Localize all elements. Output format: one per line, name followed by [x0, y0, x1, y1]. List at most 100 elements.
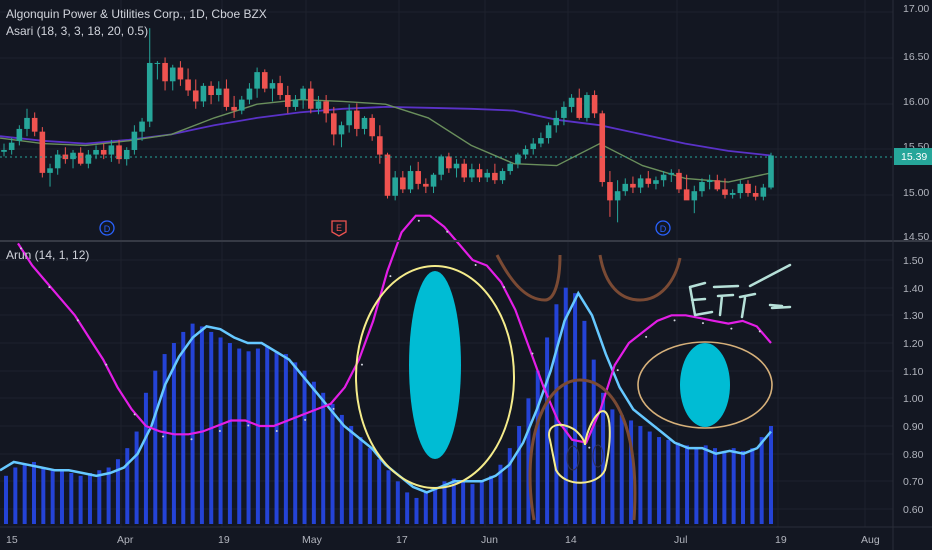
- candle-body: [31, 117, 38, 132]
- oscillator-axis[interactable]: 1.50 1.40 1.30 1.20 1.10 1.00 0.90 0.80 …: [903, 255, 924, 516]
- oscillator-bar: [78, 475, 83, 524]
- drawing-eye-left[interactable]: [566, 445, 580, 471]
- oscillator-bar: [414, 497, 419, 524]
- candle-body: [714, 180, 721, 190]
- candle-body: [469, 169, 475, 178]
- oscillator-bar: [582, 320, 587, 524]
- candle-body: [384, 154, 391, 196]
- oscillator-bar: [498, 464, 503, 524]
- oscillator-bar: [526, 398, 531, 524]
- oscillator-bar: [722, 450, 727, 524]
- oscillator-dot: [275, 430, 278, 432]
- osc-tick: 1.20: [903, 338, 924, 350]
- oscillator-bar: [115, 459, 120, 524]
- time-tick: Jul: [674, 534, 687, 546]
- candle-body: [591, 95, 598, 114]
- drawing-et-text[interactable]: [688, 263, 792, 319]
- oscillator-bar: [199, 326, 204, 524]
- candle-body: [24, 117, 30, 129]
- oscillator-bar: [106, 467, 111, 524]
- oscillator-bar: [255, 348, 260, 524]
- oscillator-bar: [134, 431, 139, 524]
- time-tick: May: [302, 534, 323, 546]
- candle-body: [538, 138, 544, 144]
- candle-body: [530, 143, 537, 150]
- osc-tick: 1.40: [903, 283, 924, 295]
- candle-body: [423, 183, 429, 187]
- candle-body: [85, 154, 92, 164]
- candle-body: [254, 72, 260, 89]
- oscillator-bar: [377, 459, 382, 524]
- candle-body: [507, 163, 514, 172]
- candle-body: [277, 83, 283, 96]
- oscillator-dot: [218, 430, 221, 432]
- study-legend[interactable]: Asari (18, 3, 3, 18, 20, 0.5): [6, 24, 148, 38]
- candles: [1, 28, 774, 223]
- drawing-brown-arc[interactable]: [528, 378, 637, 521]
- oscillator-bar: [50, 470, 55, 524]
- drawing-orange-ellipse[interactable]: [637, 341, 773, 429]
- oscillator-bar: [619, 414, 624, 524]
- time-axis[interactable]: 15 Apr 19 May 17 Jun 14 Jul 19 Aug: [6, 534, 880, 546]
- candle-body: [346, 110, 352, 126]
- osc-tick: 0.60: [903, 504, 924, 516]
- drawing-yellow-heart[interactable]: [548, 410, 611, 484]
- price-tick: 16.50: [903, 51, 929, 63]
- drawings[interactable]: [355, 254, 792, 521]
- event-label: D: [660, 224, 667, 234]
- oscillator-dot: [730, 327, 733, 330]
- candle-body: [614, 191, 621, 201]
- event-marker-dividend-1[interactable]: D: [99, 220, 115, 236]
- drawing-brown-curve-left[interactable]: [495, 254, 562, 302]
- drawing-brown-curve-right[interactable]: [598, 254, 682, 302]
- oscillator-bar: [31, 461, 36, 524]
- oscillator-bar: [246, 351, 251, 524]
- candle-body: [676, 172, 682, 190]
- candle-body: [177, 67, 184, 80]
- time-tick: 19: [775, 534, 787, 546]
- oscillator-bar: [339, 414, 344, 524]
- oscillator-legend[interactable]: Arun (14, 1, 12): [6, 248, 89, 262]
- oscillator-magenta-line: [17, 214, 772, 444]
- oscillator-bar: [97, 470, 102, 524]
- candle-body: [438, 156, 444, 175]
- candle-body: [108, 145, 115, 155]
- time-tick: 19: [218, 534, 230, 546]
- oscillator-bar: [629, 420, 634, 524]
- time-tick: 17: [396, 534, 408, 546]
- candle-body: [323, 101, 329, 114]
- candle-body: [315, 101, 322, 109]
- oscillator-bar: [470, 484, 475, 524]
- candle-body: [446, 156, 452, 169]
- oscillator-bar: [479, 481, 484, 524]
- drawing-yellow-ellipse[interactable]: [355, 265, 515, 489]
- chart-title: Algonquin Power & Utilities Corp., 1D, C…: [6, 7, 267, 21]
- candle-body: [607, 182, 613, 201]
- oscillator-bar: [293, 362, 298, 524]
- osc-tick: 0.80: [903, 449, 924, 461]
- candle-body: [645, 178, 652, 184]
- oscillator-dot: [332, 407, 335, 410]
- event-marker-earnings[interactable]: E: [331, 220, 347, 237]
- oscillator-bar: [769, 426, 773, 524]
- price-tick: 14.50: [903, 231, 929, 243]
- drawing-eye-right[interactable]: [592, 444, 604, 468]
- candle-body: [430, 174, 437, 187]
- oscillator-bar: [675, 442, 680, 524]
- candle-body: [630, 183, 636, 188]
- oscillator-dot: [162, 435, 165, 438]
- candle-body: [162, 62, 168, 82]
- oscillator-bar: [153, 370, 158, 524]
- oscillator-bar: [302, 370, 307, 524]
- candle-body: [139, 121, 145, 132]
- candle-body: [1, 149, 7, 152]
- event-marker-dividend-2[interactable]: D: [655, 220, 671, 236]
- oscillator-bar: [433, 486, 438, 524]
- oscillator-bar: [517, 426, 522, 524]
- drawing-cyan-ellipse-small[interactable]: [680, 343, 730, 427]
- drawing-cyan-ellipse[interactable]: [409, 271, 461, 459]
- candle-body: [453, 163, 460, 169]
- time-tick: Jun: [481, 534, 498, 546]
- candle-body: [185, 79, 191, 91]
